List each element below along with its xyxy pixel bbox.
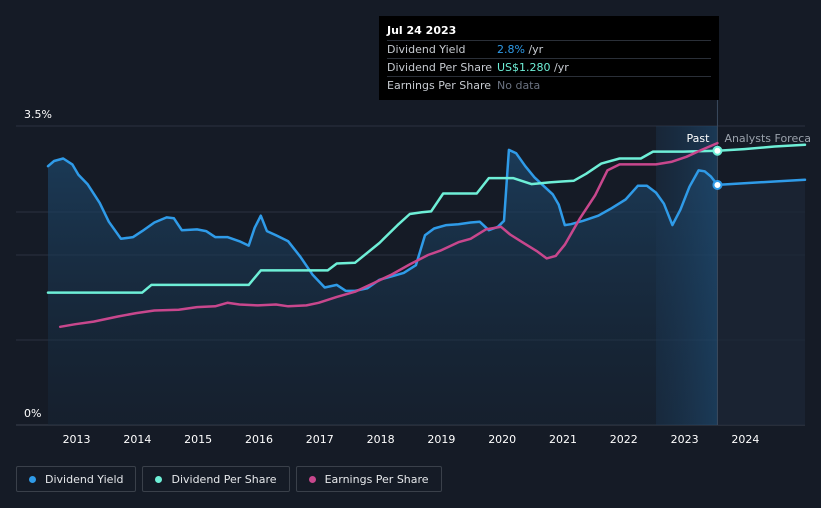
legend-dot-icon [155, 475, 163, 483]
x-tick-label: 2020 [488, 433, 516, 446]
legend-dividend-per-share[interactable]: Dividend Per Share [142, 466, 290, 492]
x-tick-label: 2013 [63, 433, 91, 446]
y-axis-top-label: 3.5% [24, 108, 52, 121]
tooltip-label: Dividend Yield [387, 43, 466, 56]
marker-dividend-per-share [712, 145, 723, 156]
x-tick-label: 2023 [671, 433, 699, 446]
series-line-dividend-yield [46, 148, 807, 293]
x-tick-label: 2017 [306, 433, 334, 446]
tooltip-suffix: /yr [550, 61, 569, 74]
past-label: Past [687, 132, 711, 145]
dividend-yield-forecast-area [717, 179, 805, 425]
series-line-dividend-per-share [46, 143, 807, 294]
forecast-label: Analysts Foreca [724, 132, 811, 145]
tooltip: Jul 24 2023 Dividend Yield 2.8% /yr Divi… [379, 16, 719, 100]
past-highlight-band [656, 126, 718, 425]
x-tick-label: 2018 [367, 433, 395, 446]
marker-dividend-yield [712, 179, 723, 190]
tooltip-label: Dividend Per Share [387, 61, 493, 74]
series-line-earnings-per-share [58, 141, 719, 329]
tooltip-row-dividend-yield: Dividend Yield 2.8% /yr [387, 41, 711, 59]
tooltip-value: 2.8% [497, 43, 525, 56]
legend-dividend-yield[interactable]: Dividend Yield [16, 466, 137, 492]
tooltip-value: No data [497, 79, 541, 92]
y-axis-bottom-label: 0% [24, 407, 41, 420]
x-tick-label: 2015 [184, 433, 212, 446]
x-tick-label: 2022 [610, 433, 638, 446]
x-tick-label: 2019 [427, 433, 455, 446]
tooltip-label: Earnings Per Share [387, 79, 492, 92]
x-tick-label: 2014 [123, 433, 151, 446]
tooltip-value: US$1.280 [497, 61, 551, 74]
x-tick-label: 2016 [245, 433, 273, 446]
tooltip-row-dividend-per-share: Dividend Per Share US$1.280 /yr [387, 59, 711, 77]
tooltip-row-earnings-per-share: Earnings Per Share No data [387, 77, 711, 94]
x-tick-label: 2024 [731, 433, 759, 446]
legend-earnings-per-share[interactable]: Earnings Per Share [295, 466, 442, 492]
dividend-yield-area [48, 149, 718, 425]
legend-label: Earnings Per Share [324, 472, 429, 486]
legend-dot-icon [308, 475, 316, 483]
legend-label: Dividend Yield [45, 472, 124, 486]
legend-dot-icon [29, 475, 36, 483]
tooltip-date: Jul 24 2023 [387, 22, 711, 41]
legend-label: Dividend Per Share [171, 472, 277, 486]
tooltip-suffix: /yr [524, 43, 544, 56]
legend: Dividend Yield Dividend Per Share Earnin… [16, 466, 442, 492]
x-tick-label: 2021 [549, 433, 577, 446]
